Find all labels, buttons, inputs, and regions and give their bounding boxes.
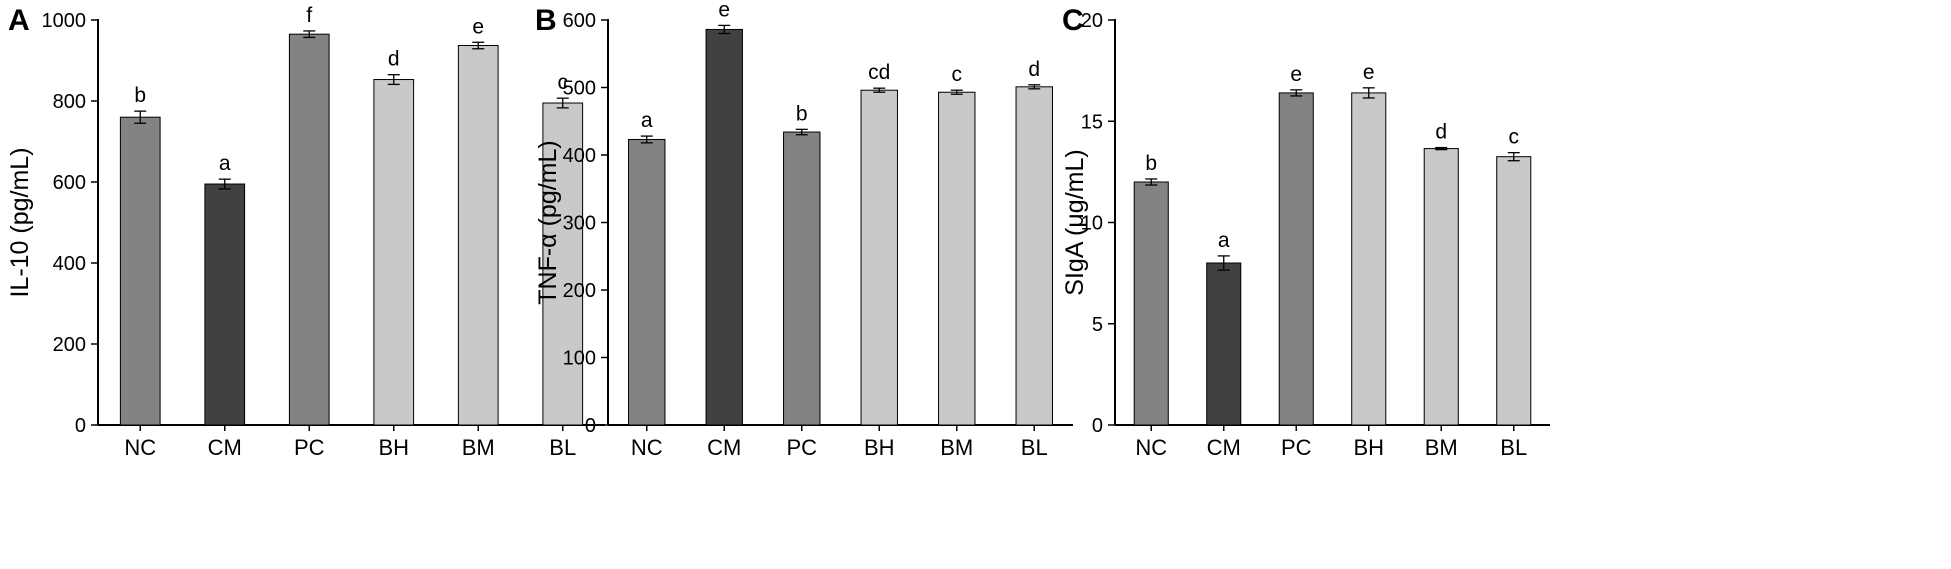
y-tick-label: 0	[585, 415, 596, 437]
y-tick-label: 300	[563, 213, 596, 235]
bar-pc	[1278, 92, 1314, 426]
x-tick-label: NC	[631, 435, 663, 460]
significance-label: d	[388, 48, 400, 71]
x-tick-label: BM	[462, 435, 495, 460]
bar-nc	[119, 116, 161, 426]
chart-panel-c: C 0 5 10 15 20 SIgA (μg/mL) b NC a CM e PC e BH d BM c BL	[1061, 4, 1550, 460]
bar-bm	[1423, 148, 1459, 426]
x-tick-label: CM	[1207, 435, 1241, 460]
y-tick-label: 20	[1081, 10, 1103, 32]
significance-label: b	[134, 84, 146, 107]
x-tick-label: BH	[1353, 435, 1384, 460]
x-tick-label: PC	[294, 435, 325, 460]
panel-letter: B	[535, 4, 557, 37]
bar-bm	[457, 45, 499, 426]
y-axis-label: SIgA (μg/mL)	[1061, 149, 1089, 295]
x-tick-label: CM	[208, 435, 242, 460]
significance-label: e	[718, 0, 730, 21]
x-tick-label: NC	[124, 435, 156, 460]
x-tick-label: CM	[707, 435, 741, 460]
x-tick-label: BM	[940, 435, 973, 460]
bar-pc	[783, 131, 821, 426]
significance-label: c	[952, 63, 963, 86]
significance-label: c	[558, 71, 569, 94]
y-tick-label: 200	[53, 334, 86, 356]
bar-bh	[373, 79, 415, 426]
y-tick-label: 0	[75, 415, 86, 437]
x-tick-label: NC	[1135, 435, 1167, 460]
bar-bl	[542, 102, 584, 426]
significance-label: e	[1363, 61, 1375, 84]
bar-bl	[1015, 86, 1053, 426]
bar-cm	[204, 183, 246, 426]
significance-label: e	[472, 15, 484, 38]
x-tick-label: BH	[378, 435, 409, 460]
x-tick-label: BM	[1425, 435, 1458, 460]
bar-bm	[938, 91, 976, 426]
significance-label: b	[1145, 152, 1157, 175]
bar-bh	[1351, 92, 1387, 426]
panel-letter: A	[8, 4, 30, 37]
y-tick-label: 10	[1081, 213, 1103, 235]
y-axis-label: IL-10 (pg/mL)	[6, 147, 34, 297]
significance-label: e	[1290, 63, 1302, 86]
y-tick-label: 400	[53, 253, 86, 275]
significance-label: f	[306, 4, 312, 27]
bar-nc	[1133, 181, 1169, 426]
panel-letter: C	[1062, 4, 1084, 37]
y-tick-label: 600	[563, 10, 596, 32]
x-tick-label: PC	[786, 435, 817, 460]
bar-cm	[1206, 262, 1242, 426]
y-tick-label: 0	[1092, 415, 1103, 437]
y-tick-label: 800	[53, 91, 86, 113]
chart-panel-b: B 0 100 200 300 400 500 600 TNF-α (pg/mL) a NC e CM b…	[534, 0, 1073, 460]
x-tick-label: BL	[549, 435, 576, 460]
significance-label: cd	[868, 61, 890, 84]
x-tick-label: BL	[1500, 435, 1527, 460]
significance-label: d	[1028, 58, 1040, 81]
bar-bl	[1496, 156, 1532, 426]
significance-label: d	[1435, 121, 1447, 144]
significance-label: a	[1218, 229, 1230, 252]
y-tick-label: 5	[1092, 314, 1103, 336]
bar-cm	[705, 28, 743, 426]
y-axis-label: TNF-α (pg/mL)	[534, 140, 562, 304]
y-tick-label: 500	[563, 78, 596, 100]
bar-bh	[860, 89, 898, 426]
x-tick-label: BL	[1021, 435, 1048, 460]
y-tick-label: 400	[563, 145, 596, 167]
significance-label: a	[219, 152, 231, 175]
y-tick-label: 200	[563, 280, 596, 302]
bar-nc	[628, 138, 666, 426]
bar-pc	[288, 33, 330, 426]
x-tick-label: PC	[1281, 435, 1312, 460]
significance-label: c	[1509, 126, 1520, 149]
y-tick-label: 1000	[42, 10, 87, 32]
significance-label: a	[641, 109, 653, 132]
x-tick-label: BH	[864, 435, 895, 460]
y-tick-label: 100	[563, 348, 596, 370]
y-tick-label: 15	[1081, 111, 1103, 133]
y-tick-label: 600	[53, 172, 86, 194]
significance-label: b	[796, 102, 808, 125]
